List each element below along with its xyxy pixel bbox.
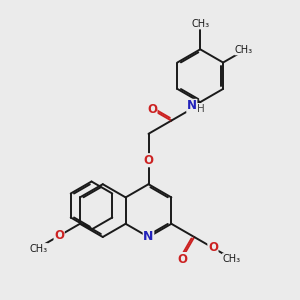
Text: CH₃: CH₃ (191, 19, 209, 29)
Text: CH₃: CH₃ (235, 45, 253, 55)
Text: N: N (187, 99, 197, 112)
Text: CH₃: CH₃ (223, 254, 241, 264)
Text: O: O (143, 154, 154, 167)
Text: H: H (197, 104, 205, 114)
Text: O: O (177, 253, 187, 266)
Text: O: O (208, 241, 218, 254)
Text: N: N (143, 230, 154, 244)
Text: O: O (147, 103, 157, 116)
Text: O: O (54, 229, 64, 242)
Text: CH₃: CH₃ (29, 244, 47, 254)
